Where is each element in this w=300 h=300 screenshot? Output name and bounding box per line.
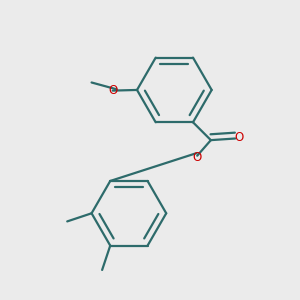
Text: O: O: [235, 131, 244, 144]
Text: O: O: [192, 151, 201, 164]
Text: O: O: [108, 84, 117, 97]
